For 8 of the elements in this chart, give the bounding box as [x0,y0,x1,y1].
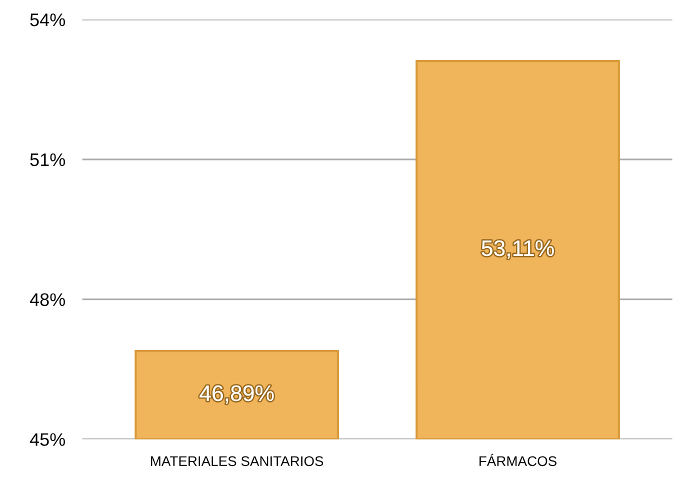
data-label: 53,11% [482,240,554,259]
y-tick-label: 48% [30,293,66,306]
data-label: 46,89% [200,385,274,404]
y-tick-label: 45% [30,433,66,446]
x-tick-label: MATERIALES SANITARIOS [151,456,324,466]
y-tick-label: 51% [30,153,66,166]
y-tick-label: 54% [30,14,66,26]
x-tick-label: FÁRMACOS [480,454,556,466]
